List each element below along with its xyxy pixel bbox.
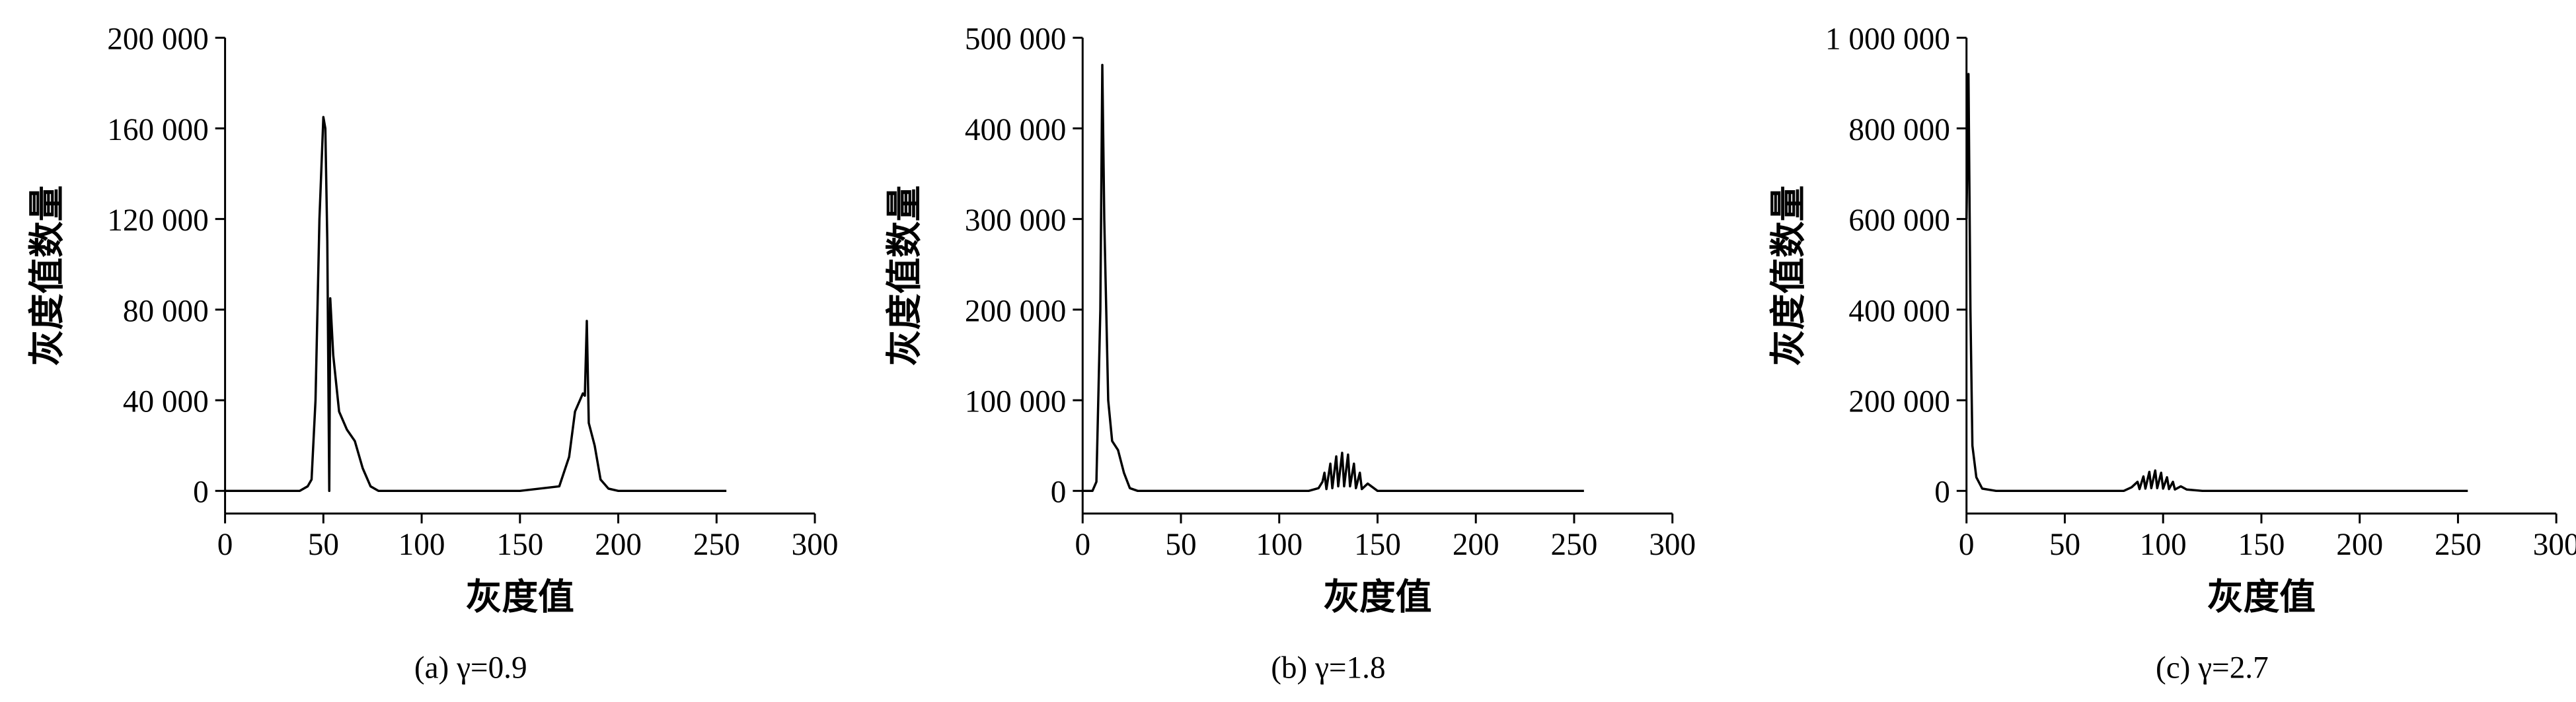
x-tick-label: 300: [2533, 528, 2576, 562]
y-tick-label: 160 000: [107, 113, 208, 147]
x-tick-label: 100: [1256, 528, 1303, 562]
y-tick-label: 100 000: [965, 384, 1066, 419]
y-tick-label: 0: [1051, 475, 1067, 510]
histogram-line: [1965, 73, 2468, 493]
y-tick-label: 0: [193, 475, 209, 510]
y-tick-label: 120 000: [107, 203, 208, 238]
x-axis-label: 灰度值: [2207, 577, 2316, 617]
x-tick-label: 50: [1165, 528, 1196, 562]
caption: (c) γ=2.7: [2156, 651, 2269, 685]
x-tick-label: 100: [2140, 528, 2187, 562]
x-tick-label: 200: [1453, 528, 1499, 562]
y-tick-label: 40 000: [123, 384, 209, 419]
caption: (a) γ=0.9: [414, 651, 527, 685]
y-tick-label: 600 000: [1848, 203, 1950, 238]
y-tick-label: 200 000: [1848, 384, 1950, 419]
x-tick-label: 200: [595, 528, 642, 562]
y-tick-label: 400 000: [965, 113, 1066, 147]
x-axis-label: 灰度值: [466, 577, 574, 617]
y-tick-label: 0: [1934, 475, 1950, 510]
y-tick-label: 80 000: [123, 294, 209, 328]
y-tick-label: 300 000: [965, 203, 1066, 238]
x-tick-label: 150: [496, 528, 543, 562]
y-tick-label: 800 000: [1848, 113, 1950, 147]
x-tick-label: 300: [792, 528, 839, 562]
x-tick-label: 0: [1075, 528, 1090, 562]
x-tick-label: 50: [308, 528, 339, 562]
y-axis-label: 灰度值数量: [884, 186, 925, 366]
y-axis-label: 灰度值数量: [1768, 186, 1809, 366]
histogram-line: [225, 116, 727, 493]
y-tick-label: 400 000: [1848, 294, 1950, 328]
y-tick-label: 200 000: [107, 22, 208, 57]
y-tick-label: 1 000 000: [1825, 22, 1950, 57]
y-tick-label: 500 000: [965, 22, 1066, 57]
x-tick-label: 100: [398, 528, 445, 562]
x-tick-label: 50: [2049, 528, 2080, 562]
y-tick-label: 200 000: [965, 294, 1066, 328]
y-axis-label: 灰度值数量: [26, 186, 67, 366]
x-tick-label: 150: [2238, 528, 2285, 562]
x-tick-label: 0: [217, 528, 233, 562]
x-tick-label: 250: [2435, 528, 2481, 562]
histogram-line: [1082, 63, 1584, 493]
x-tick-label: 300: [1649, 528, 1696, 562]
x-tick-label: 150: [1354, 528, 1401, 562]
x-axis-label: 灰度值: [1323, 577, 1431, 617]
x-tick-label: 200: [2336, 528, 2383, 562]
x-tick-label: 250: [1551, 528, 1598, 562]
x-tick-label: 0: [1959, 528, 1975, 562]
x-tick-label: 250: [693, 528, 740, 562]
caption: (b) γ=1.8: [1271, 651, 1385, 685]
